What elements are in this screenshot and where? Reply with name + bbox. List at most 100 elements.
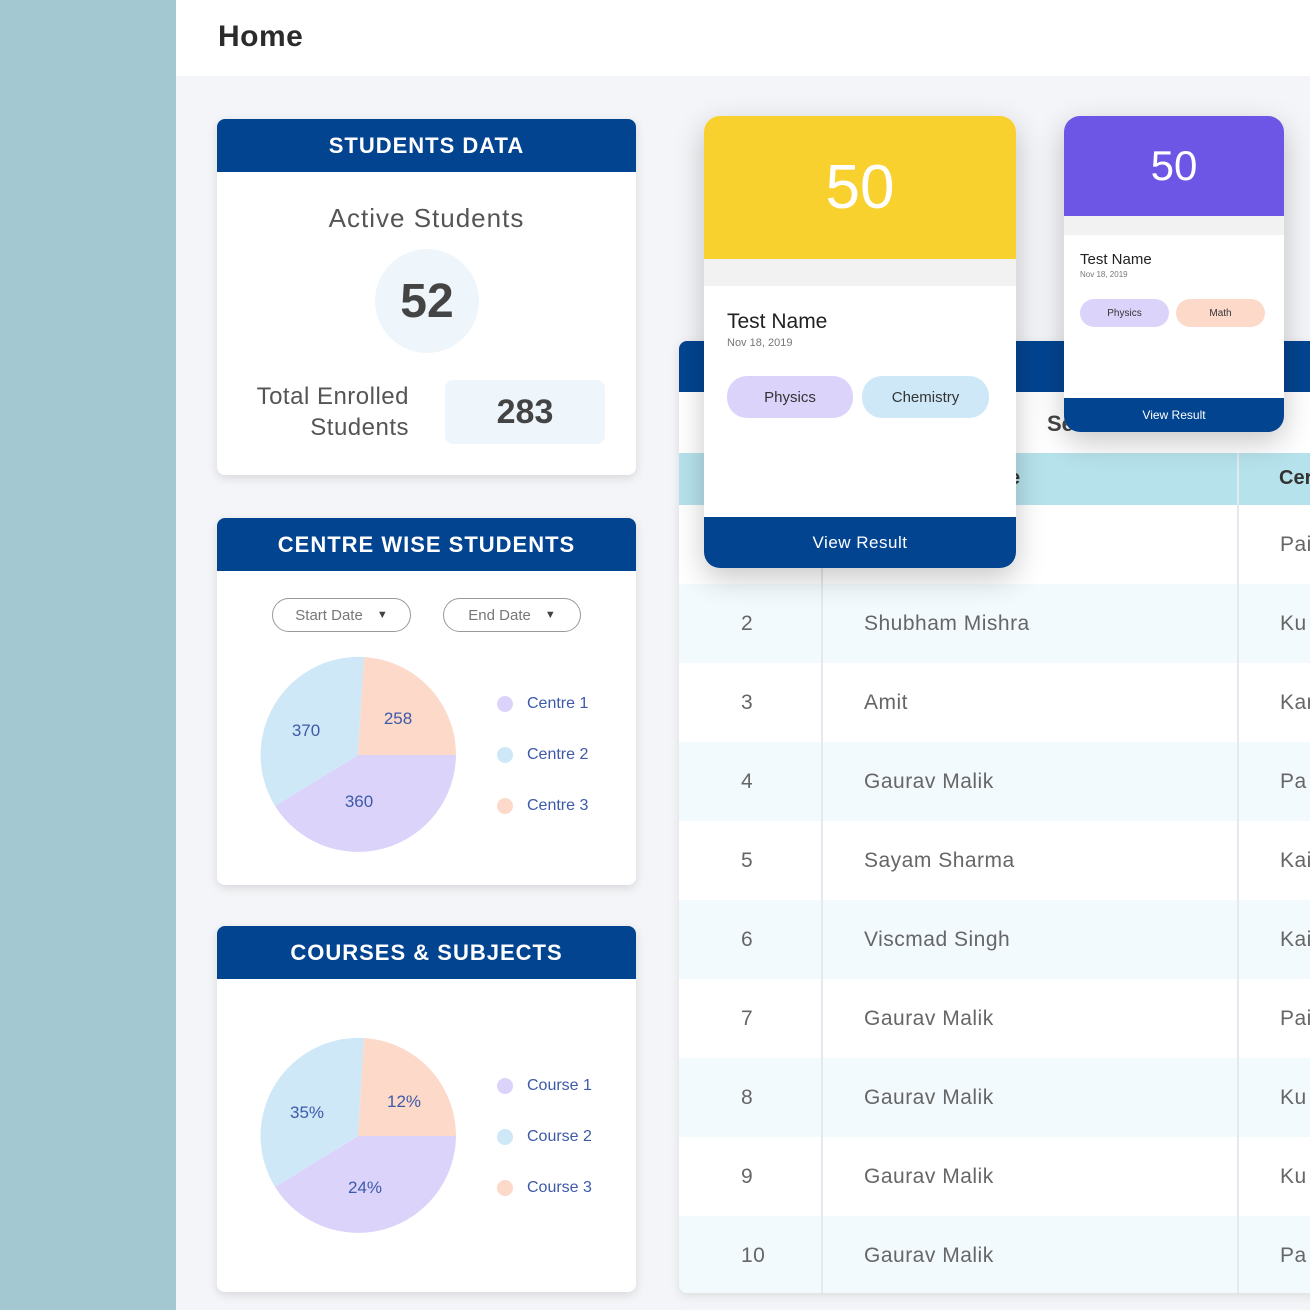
table-row[interactable]: 10 Gaurav Malik Pa	[679, 1216, 1310, 1293]
table-row[interactable]: 6 Viscmad Singh Kai	[679, 900, 1310, 979]
total-enrolled-label-line1: Total Enrolled	[256, 383, 409, 410]
pie-label-centre1: 360	[345, 792, 373, 811]
table-row[interactable]: Pai	[679, 505, 1310, 584]
row-name: Gaurav Malik	[864, 1243, 994, 1267]
centre-wise-header: CENTRE WISE STUDENTS	[217, 518, 636, 571]
pie-label-course3: 12%	[387, 1092, 421, 1111]
pie-slice-centre2	[260, 656, 364, 806]
sidebar	[0, 0, 176, 1310]
table-row[interactable]: 9 Gaurav Malik Ku	[679, 1137, 1310, 1216]
page-title: Home	[218, 20, 304, 53]
end-date-label: End Date	[468, 606, 531, 624]
students-data-card: STUDENTS DATA Active Students 52 Total E…	[217, 119, 636, 475]
column-divider	[821, 453, 823, 1293]
test-result-card: 50 Test Name Nov 18, 2019 Physics Math V…	[1064, 116, 1284, 432]
legend-item-centre2: Centre 2	[497, 729, 588, 780]
legend-label: Centre 2	[527, 745, 589, 763]
test-score: 50	[1064, 116, 1284, 216]
table-row[interactable]: 3 Amit Kar	[679, 663, 1310, 742]
row-name: Viscmad Singh	[864, 927, 1011, 951]
table-row[interactable]: 4 Gaurav Malik Pa	[679, 742, 1310, 821]
legend-dot	[497, 1179, 513, 1196]
row-sno: 5	[741, 848, 754, 872]
table-row[interactable]: 8 Gaurav Malik Ku	[679, 1058, 1310, 1137]
chevron-down-icon: ▼	[544, 609, 556, 621]
table-row[interactable]: 5 Sayam Sharma Kai	[679, 821, 1310, 900]
row-name: Amit	[864, 690, 908, 714]
courses-legend: Course 1 Course 2 Course 3	[497, 1060, 592, 1213]
pie-slice-centre1	[275, 755, 456, 852]
row-centre: Pa	[1280, 1243, 1307, 1267]
pie-label-centre3: 258	[384, 709, 412, 728]
courses-subjects-card: COURSES & SUBJECTS 24% 35% 12% Course 1 …	[217, 926, 636, 1292]
legend-dot	[497, 746, 513, 763]
row-centre: Pa	[1280, 769, 1307, 793]
centre-pie-chart: 360 370 258	[260, 656, 457, 852]
legend-dot	[497, 797, 513, 814]
subject-chip-physics[interactable]: Physics	[1080, 299, 1169, 327]
subject-chip-math[interactable]: Math	[1176, 299, 1265, 327]
courses-pie-chart: 24% 35% 12%	[260, 1037, 457, 1233]
row-sno: 3	[741, 690, 754, 714]
column-divider	[1237, 453, 1239, 1293]
pie-slice-centre3	[358, 657, 457, 755]
row-name: Shubham Mishra	[864, 611, 1030, 635]
pie-label-course1: 24%	[348, 1178, 382, 1197]
row-name: Gaurav Malik	[864, 1085, 994, 1109]
legend-item-course3: Course 3	[497, 1162, 592, 1213]
pie-slice-course3	[358, 1038, 457, 1136]
test-name: Test Name	[1080, 251, 1152, 268]
total-enrolled-count: 283	[445, 380, 605, 444]
pie-slice-course2	[260, 1037, 364, 1187]
test-result-card: 50 Test Name Nov 18, 2019 Physics Chemis…	[704, 116, 1016, 568]
test-date: Nov 18, 2019	[727, 337, 793, 349]
pie-label-centre2: 370	[292, 721, 320, 740]
test-date: Nov 18, 2019	[1080, 270, 1128, 279]
row-centre: Kar	[1280, 690, 1310, 714]
legend-dot	[497, 1077, 513, 1094]
card-divider-band	[704, 259, 1016, 286]
total-enrolled-label: Total Enrolled Students	[237, 381, 409, 443]
test-score: 50	[704, 116, 1016, 259]
card-divider-band	[1064, 216, 1284, 235]
table-row[interactable]: 2 Shubham Mishra Ku	[679, 584, 1310, 663]
view-result-button[interactable]: View Result	[704, 517, 1016, 568]
start-date-select[interactable]: Start Date ▼	[272, 598, 411, 632]
centre-wise-students-card: CENTRE WISE STUDENTS Start Date ▼ End Da…	[217, 518, 636, 885]
row-centre: Kai	[1280, 848, 1310, 872]
courses-subjects-header: COURSES & SUBJECTS	[217, 926, 636, 979]
row-name: Gaurav Malik	[864, 769, 994, 793]
row-centre: Kai	[1280, 927, 1310, 951]
row-sno: 10	[741, 1243, 766, 1267]
row-sno: 2	[741, 611, 754, 635]
row-sno: 8	[741, 1085, 754, 1109]
row-sno: 4	[741, 769, 754, 793]
legend-label: Course 3	[527, 1178, 592, 1196]
active-students-label: Active Students	[328, 203, 525, 233]
centre-legend: Centre 1 Centre 2 Centre 3	[497, 678, 588, 831]
row-centre: Ku	[1280, 611, 1307, 635]
column-header-centre: Cer	[1279, 467, 1310, 489]
active-students-count: 52	[375, 249, 479, 353]
pie-label-course2: 35%	[290, 1103, 324, 1122]
legend-item-centre3: Centre 3	[497, 780, 588, 831]
row-name: Gaurav Malik	[864, 1006, 994, 1030]
legend-item-centre1: Centre 1	[497, 678, 588, 729]
row-centre: Ku	[1280, 1164, 1307, 1188]
row-name: Sayam Sharma	[864, 848, 1015, 872]
row-sno: 7	[741, 1006, 754, 1030]
view-result-button[interactable]: View Result	[1064, 398, 1284, 432]
legend-label: Course 2	[527, 1127, 592, 1145]
row-sno: 9	[741, 1164, 754, 1188]
students-data-header: STUDENTS DATA	[217, 119, 636, 172]
subject-chip-physics[interactable]: Physics	[727, 376, 853, 418]
subject-chip-chemistry[interactable]: Chemistry	[862, 376, 989, 418]
test-name: Test Name	[727, 310, 828, 333]
legend-label: Course 1	[527, 1076, 592, 1094]
legend-label: Centre 1	[527, 694, 589, 712]
end-date-select[interactable]: End Date ▼	[443, 598, 581, 632]
row-centre: Ku	[1280, 1085, 1307, 1109]
table-row[interactable]: 7 Gaurav Malik Pai	[679, 979, 1310, 1058]
legend-dot	[497, 1128, 513, 1145]
pie-slice-course1	[275, 1136, 456, 1233]
